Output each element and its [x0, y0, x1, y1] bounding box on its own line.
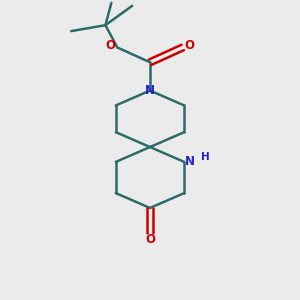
Text: O: O: [106, 40, 116, 52]
Text: N: N: [145, 84, 155, 97]
Text: H: H: [201, 152, 210, 161]
Text: N: N: [184, 155, 194, 168]
Text: O: O: [145, 233, 155, 246]
Text: O: O: [184, 40, 194, 52]
